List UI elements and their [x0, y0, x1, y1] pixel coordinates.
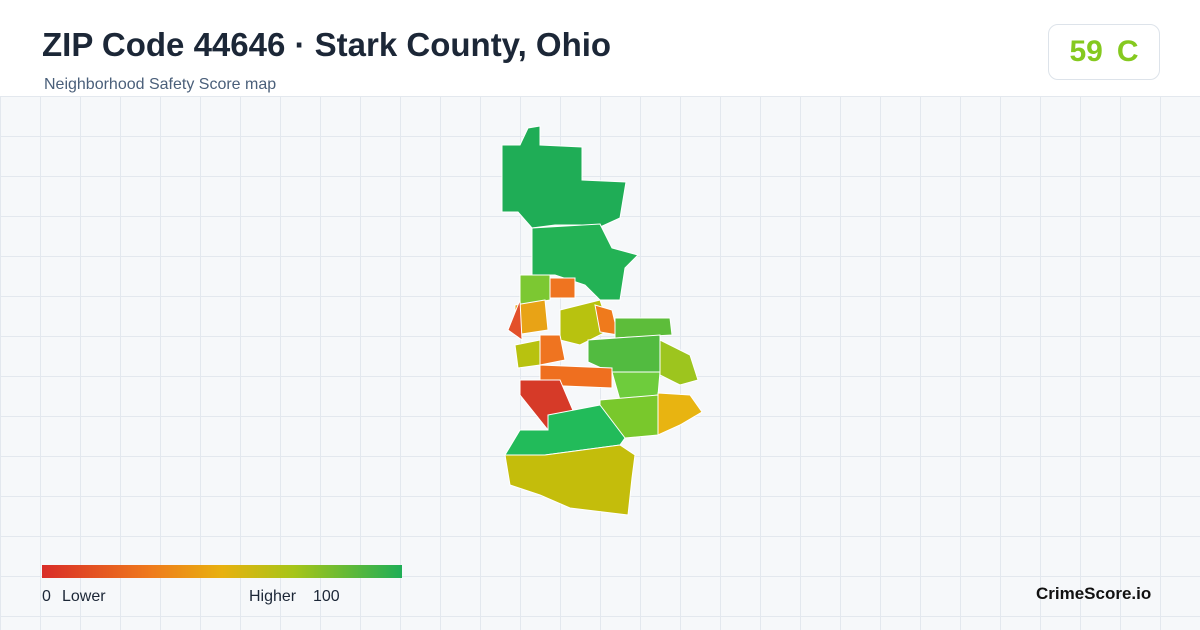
region — [519, 274, 551, 306]
legend-gradient — [42, 565, 402, 578]
legend-min: 0 — [42, 588, 51, 605]
title: ZIP Code 44646 · Stark County, Ohio — [42, 26, 612, 63]
score-value: 59 — [1069, 35, 1103, 68]
region — [501, 125, 627, 229]
region — [614, 317, 673, 339]
region — [539, 334, 566, 366]
region — [514, 339, 541, 369]
region — [659, 339, 699, 386]
region — [549, 277, 576, 299]
legend-max: 100 — [313, 588, 340, 605]
legend-max-label: Higher — [249, 588, 297, 605]
region — [587, 334, 661, 373]
score-grade: C — [1116, 35, 1139, 68]
region — [507, 299, 523, 342]
brand: CrimeScore.io — [1036, 584, 1152, 603]
region — [657, 392, 703, 436]
score-badge: 59 C — [1048, 24, 1160, 80]
subtitle: Neighborhood Safety Score map — [44, 76, 277, 93]
region — [504, 444, 636, 516]
legend-min-label: Lower — [62, 588, 106, 605]
header — [0, 0, 1200, 96]
